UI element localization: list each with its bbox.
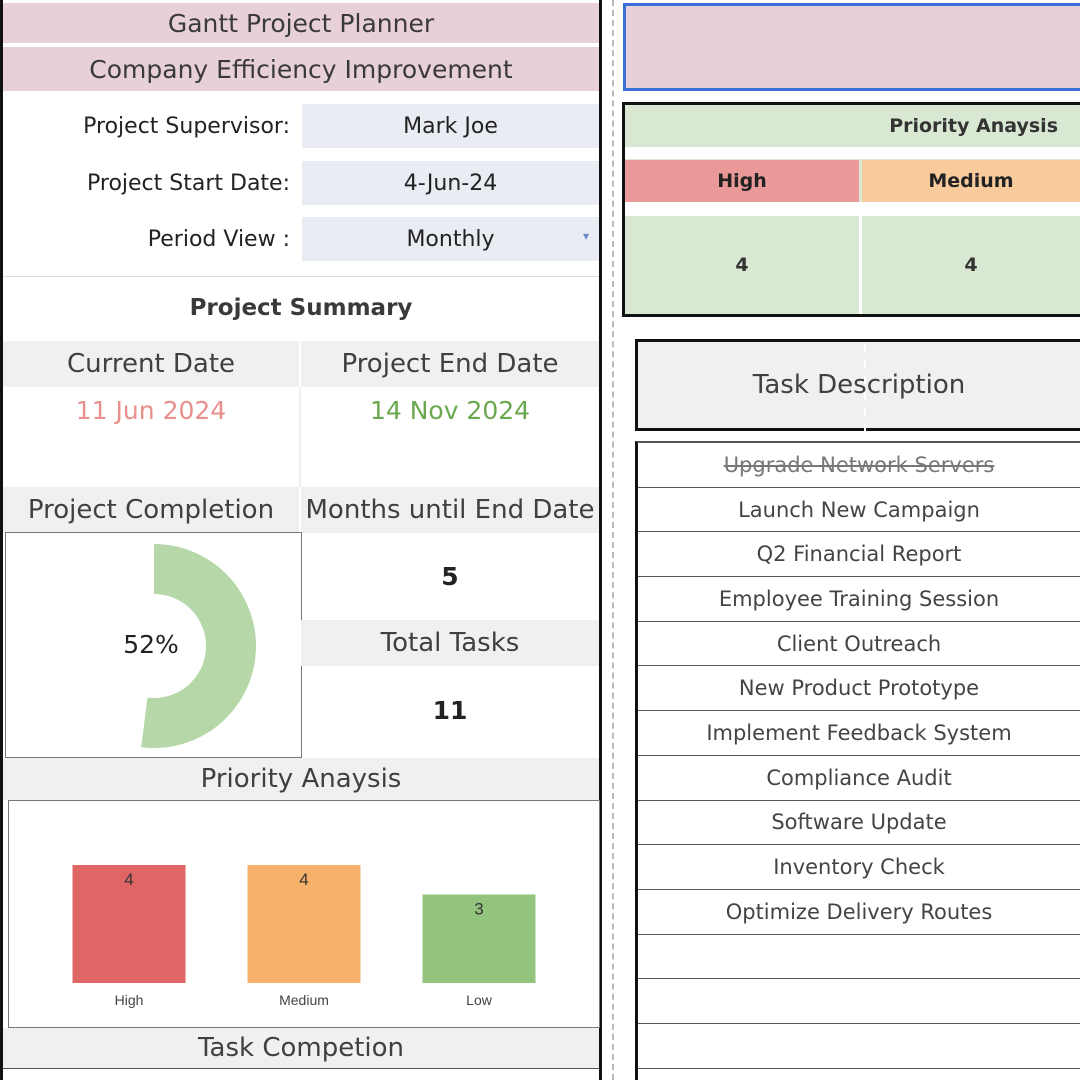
task-name: Inventory Check <box>773 855 945 880</box>
task-name: New Product Prototype <box>738 676 980 701</box>
months-label: Months until End Date <box>301 487 599 533</box>
supervisor-value[interactable]: Mark Joe <box>302 104 599 148</box>
task-name: Employee Training Session <box>718 586 1000 611</box>
dropdown-arrow-icon[interactable]: ▾ <box>582 229 589 243</box>
page-break-line <box>612 0 614 1080</box>
task-row[interactable]: Client Outreach <box>638 622 1080 667</box>
total-tasks-label: Total Tasks <box>301 620 599 666</box>
task-name: Software Update <box>771 810 947 835</box>
medium-count: 4 <box>862 216 1080 314</box>
left-panel <box>0 0 602 1080</box>
category-label: High <box>115 992 144 1008</box>
period-view-label: Period View : <box>147 226 290 252</box>
bar-medium <box>247 865 361 983</box>
current-date-value: 11 Jun 2024 <box>75 395 227 425</box>
task-name: Compliance Audit <box>766 765 952 790</box>
priority-summary-title: Priority Anaysis <box>625 105 1080 147</box>
high-count: 4 <box>625 216 859 314</box>
project-summary-title: Project Summary <box>3 276 599 338</box>
priority-bar-chart: 4 High 4 Medium 3 Low <box>8 800 600 1028</box>
period-view-select[interactable]: Monthly ▾ <box>302 217 599 261</box>
task-row[interactable]: Implement Feedback System <box>638 711 1080 756</box>
column-guide <box>864 328 866 443</box>
task-completion-area <box>3 1068 599 1080</box>
bar-value-label: 3 <box>474 900 483 919</box>
task-row[interactable]: Software Update <box>638 801 1080 846</box>
task-row[interactable]: Q2 Financial Report <box>638 532 1080 578</box>
period-view-value: Monthly <box>406 226 495 252</box>
months-value: 5 <box>441 561 459 591</box>
bar-low <box>422 894 536 983</box>
medium-header: Medium <box>862 160 1080 202</box>
bar-high <box>72 865 186 983</box>
end-date-label: Project End Date <box>301 341 599 387</box>
category-label: Medium <box>279 992 329 1008</box>
task-row[interactable]: Compliance Audit <box>638 756 1080 801</box>
selected-header-cell[interactable] <box>623 3 1080 91</box>
completion-label: Project Completion <box>3 487 299 533</box>
task-list: Upgrade Network Servers Launch New Campai… <box>635 441 1080 1080</box>
task-description-header: Task Description <box>635 339 1080 431</box>
end-date-value: 14 Nov 2024 <box>369 395 531 425</box>
task-row[interactable]: Upgrade Network Servers <box>638 443 1080 488</box>
supervisor-label: Project Supervisor: <box>83 113 290 139</box>
priority-gap <box>625 147 1080 159</box>
task-name: Implement Feedback System <box>706 720 1012 745</box>
completion-percent: 52% <box>123 629 179 659</box>
total-tasks-value: 11 <box>432 695 468 725</box>
app-title: Gantt Project Planner <box>3 3 599 45</box>
bar-value-label: 4 <box>124 870 133 889</box>
bar-value-label: 4 <box>299 870 308 889</box>
donut-svg <box>141 544 256 748</box>
high-header: High <box>625 160 859 202</box>
count-divider <box>859 216 862 314</box>
task-name: Optimize Delivery Routes <box>725 899 993 924</box>
current-date-label: Current Date <box>3 341 299 387</box>
start-date-value[interactable]: 4-Jun-24 <box>302 161 599 205</box>
start-date-label: Project Start Date: <box>87 170 290 196</box>
category-label: Low <box>466 992 493 1008</box>
priority-chart-title: Priority Anaysis <box>3 758 599 800</box>
priority-gap-2 <box>625 202 1080 216</box>
task-row[interactable]: Employee Training Session <box>638 577 1080 622</box>
task-completion-title: Task Competion <box>3 1028 599 1068</box>
task-row[interactable]: Launch New Campaign <box>638 488 1080 533</box>
task-row[interactable] <box>638 935 1080 980</box>
task-row[interactable]: New Product Prototype <box>638 666 1080 712</box>
task-name: Launch New Campaign <box>738 497 980 522</box>
project-subtitle: Company Efficiency Improvement <box>3 47 599 91</box>
task-row[interactable] <box>638 979 1080 1024</box>
task-row[interactable]: Inventory Check <box>638 845 1080 890</box>
bar-chart-svg: 4 High 4 Medium 3 Low <box>72 865 536 1008</box>
completion-donut-chart: 52% <box>5 532 302 758</box>
summary-divider <box>299 387 301 487</box>
task-name: Client Outreach <box>776 631 942 656</box>
task-row[interactable] <box>638 1024 1080 1069</box>
task-name: Upgrade Network Servers <box>723 452 995 477</box>
task-row[interactable]: Optimize Delivery Routes <box>638 890 1080 935</box>
task-name: Q2 Financial Report <box>756 542 962 567</box>
donut-completion-arc <box>141 544 256 748</box>
